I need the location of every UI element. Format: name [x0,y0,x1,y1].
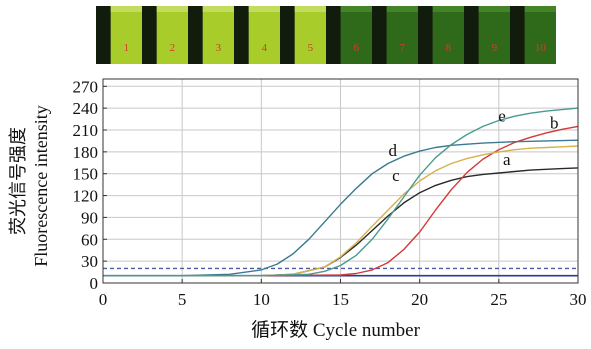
tube-5 [294,6,326,64]
series-line-d [103,139,579,277]
tube-label-5: 5 [308,42,314,54]
tube-label-10: 10 [535,42,547,54]
tube-cap-4 [248,6,280,12]
tube-strip-photo: 1 2 3 4 5 6 7 8 9 10 [96,6,556,64]
grid [103,79,578,283]
tube-cap-1 [110,6,142,12]
y-axis-label-cn: 荧光信号强度 [8,127,28,235]
tube-3 [202,6,234,64]
x-tick-label: 5 [178,290,187,309]
annotations: a b cd e [389,106,559,185]
tube-label-1: 1 [124,42,130,54]
x-tick-label: 30 [570,290,587,309]
tube-8 [432,6,464,64]
tube-label-7: 7 [400,42,406,54]
y-tick-label: 0 [90,274,99,293]
series-annotation-c: c [392,166,400,185]
tube-gap-8 [418,6,433,64]
tube-9 [478,6,510,64]
tube-label-4: 4 [262,42,268,54]
series-line-b [103,125,579,277]
tube-10 [524,6,556,64]
series-annotation-e: e [498,106,506,125]
x-tick-label: 25 [490,290,507,309]
series-line-c [103,145,579,277]
y-tick-label: 90 [81,208,98,227]
tube-gap-2 [142,6,157,64]
tube-gap-10 [510,6,525,64]
tube-gap-7 [372,6,387,64]
tube-cap-6 [340,6,372,12]
tube-4 [248,6,280,64]
y-tick-label: 30 [81,252,98,271]
y-tick-label: 270 [73,77,99,96]
tube-label-3: 3 [216,42,222,54]
tube-gap-4 [234,6,249,64]
x-tick-label: 20 [411,290,428,309]
series-group [103,107,579,277]
tube-cap-10 [524,6,556,12]
y-axis-label-en: Fluorescence intensity [31,105,51,266]
y-tick-label: 240 [73,99,99,118]
y-tick-label: 210 [73,121,99,140]
tube-gap-9 [464,6,479,64]
tube-cap-8 [432,6,464,12]
tube-gap-5 [280,6,295,64]
x-axis-label: 循环数 Cycle number [251,319,421,341]
y-tick-label: 120 [73,187,99,206]
tube-cap-9 [478,6,510,12]
tube-7 [386,6,418,64]
tube-gap-6 [326,6,341,64]
y-tick-label: 150 [73,165,99,184]
tube-6 [340,6,372,64]
tube-cap-5 [294,6,326,12]
x-tick-label: 15 [332,290,349,309]
tube-cap-3 [202,6,234,12]
y-tick-label: 180 [73,143,99,162]
tube-1 [110,6,142,64]
tube-gap-3 [188,6,203,64]
series-annotation-a: a [503,150,511,169]
tube-label-2: 2 [170,42,176,54]
tube-label-9: 9 [492,42,498,54]
tube-cap-7 [386,6,418,12]
tube-label-6: 6 [354,42,360,54]
series-annotation-b: b [550,114,559,133]
x-tick-label: 10 [253,290,270,309]
y-tick-label: 60 [81,230,98,249]
tube-gap-1 [96,6,111,64]
tube-2 [156,6,188,64]
series-annotation-d: d [389,141,398,160]
tube-cap-2 [156,6,188,12]
series-line-e [103,107,579,277]
x-tick-label: 0 [99,290,108,309]
tube-label-8: 8 [446,42,452,54]
